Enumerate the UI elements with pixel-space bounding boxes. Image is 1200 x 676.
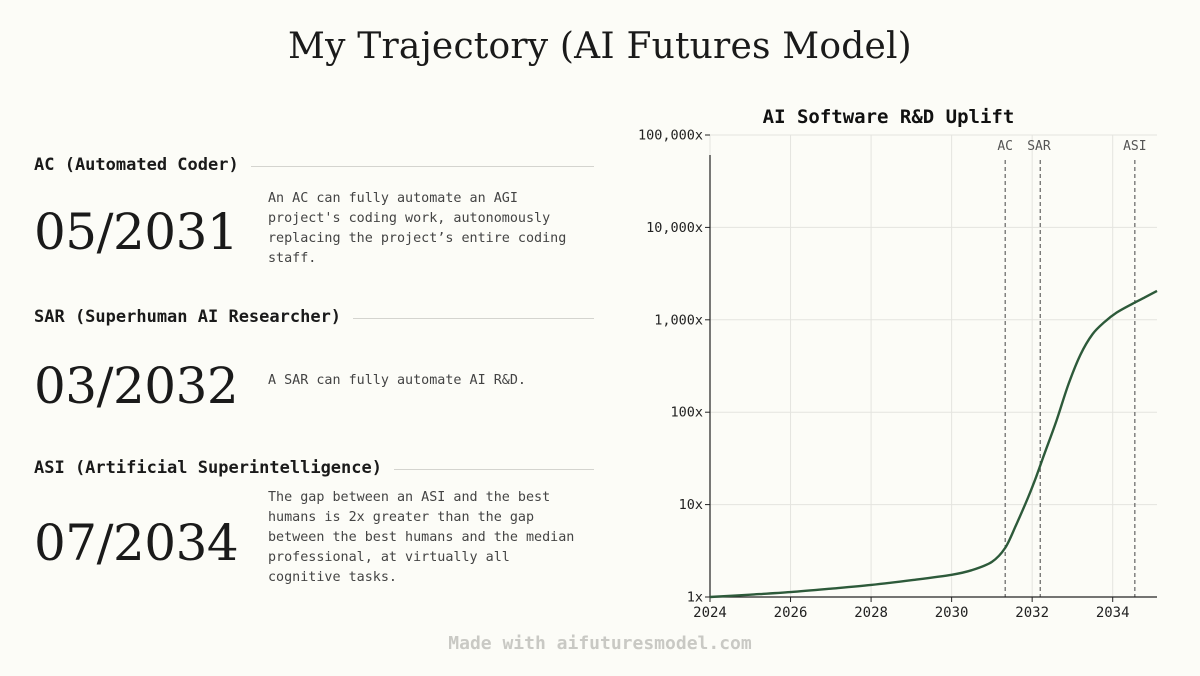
milestone-description: The gap between an ASI and the best huma… xyxy=(268,490,575,585)
y-tick-label: 1x xyxy=(687,590,703,606)
milestone-label: AC (Automated Coder) xyxy=(34,155,251,175)
series-line xyxy=(709,289,1158,599)
divider xyxy=(34,166,594,167)
page-title: My Trajectory (AI Futures Model) xyxy=(288,26,912,67)
y-tick-label: 100,000x xyxy=(638,128,703,144)
x-tick-label: 2028 xyxy=(854,605,888,621)
y-tick-label: 1,000x xyxy=(654,312,703,328)
x-tick-label: 2034 xyxy=(1096,605,1130,621)
x-tick-label: 2030 xyxy=(935,605,969,621)
x-tick-label: 2032 xyxy=(1015,605,1049,621)
y-tick-label: 10,000x xyxy=(646,220,703,236)
milestone-ac: AC (Automated Coder) 05/2031 An AC can f… xyxy=(34,155,594,266)
chart-title: AI Software R&D Uplift xyxy=(763,106,1015,128)
milestone-date: 07/2034 xyxy=(34,514,239,572)
milestone-asi: ASI (Artificial Superintelligence) 07/20… xyxy=(34,458,594,585)
chart-svg: AI Software R&D Uplift AC SAR ASI 1x 10x 100x 1… xyxy=(638,106,1158,621)
milestone-date: 05/2031 xyxy=(34,203,239,261)
y-tick-label: 100x xyxy=(670,405,703,421)
milestone-description: An AC can fully automate an AGI project'… xyxy=(268,191,567,266)
milestone-description: A SAR can fully automate AI R&D. xyxy=(268,373,526,388)
uplift-chart: AI Software R&D Uplift AC SAR ASI 1x 10x 100x 1… xyxy=(612,100,1182,630)
milestone-sar: SAR (Superhuman AI Researcher) 03/2032 A… xyxy=(34,307,594,411)
milestone-date: 03/2032 xyxy=(34,357,239,415)
milestone-label: ASI (Artificial Superintelligence) xyxy=(34,458,394,478)
x-tick-label: 2024 xyxy=(693,605,727,621)
milestone-line-label: ASI xyxy=(1123,139,1146,154)
milestone-line-label: SAR xyxy=(1027,139,1051,154)
milestone-label: SAR (Superhuman AI Researcher) xyxy=(34,307,354,327)
y-tick-label: 10x xyxy=(679,497,703,513)
footer-credit: Made with aifuturesmodel.com xyxy=(448,633,752,654)
x-tick-label: 2026 xyxy=(774,605,808,621)
milestone-line-label: AC xyxy=(997,139,1013,154)
